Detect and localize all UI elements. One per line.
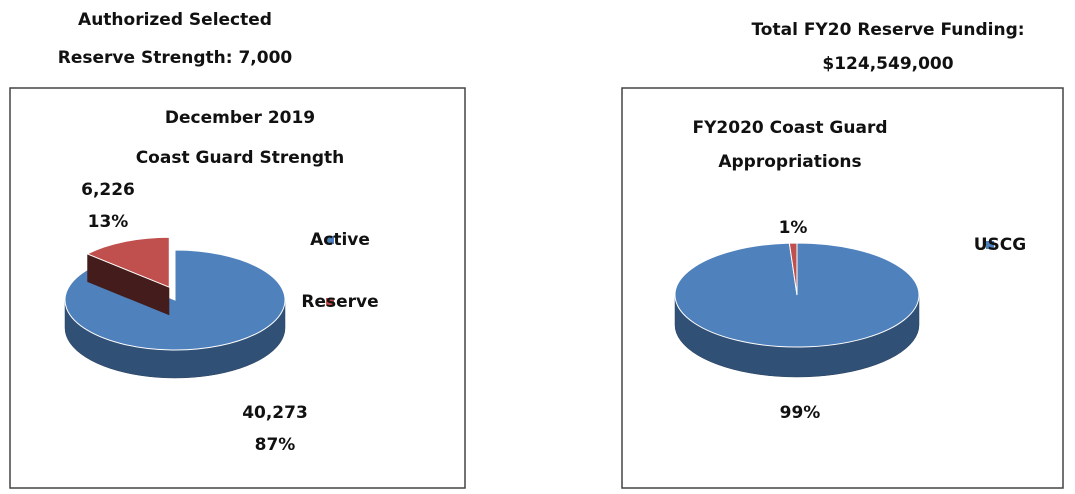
data-label: 1% [779,218,808,238]
chart-frame [621,87,1064,489]
percent-label: 87% [255,435,296,455]
pie-slice [788,242,798,296]
data-label: 40,273 [242,403,308,423]
data-label: 99% [780,403,821,423]
pie-slice [86,236,170,288]
chart-frame [9,87,466,489]
legend-label: USCG [974,235,1026,255]
legend-swatch [986,241,994,249]
data-label: 6,226 [81,180,135,200]
pie-slice [64,249,286,351]
legend-label: Reserve [301,292,378,312]
header: Total FY20 Reserve Funding: [751,20,1024,40]
chart-title: December 2019 [165,108,315,128]
chart-title: FY2020 Coast Guard [692,118,887,138]
header: Authorized Selected [78,10,272,30]
legend-label: Active [310,230,370,250]
legend-swatch [326,236,334,244]
chart-title: Appropriations [718,152,861,172]
legend-swatch [326,298,334,306]
header: Reserve Strength: 7,000 [58,48,293,68]
chart-title: Coast Guard Strength [136,148,345,168]
pie-cut [87,237,170,316]
header: $124,549,000 [822,54,953,74]
percent-label: 13% [88,212,129,232]
